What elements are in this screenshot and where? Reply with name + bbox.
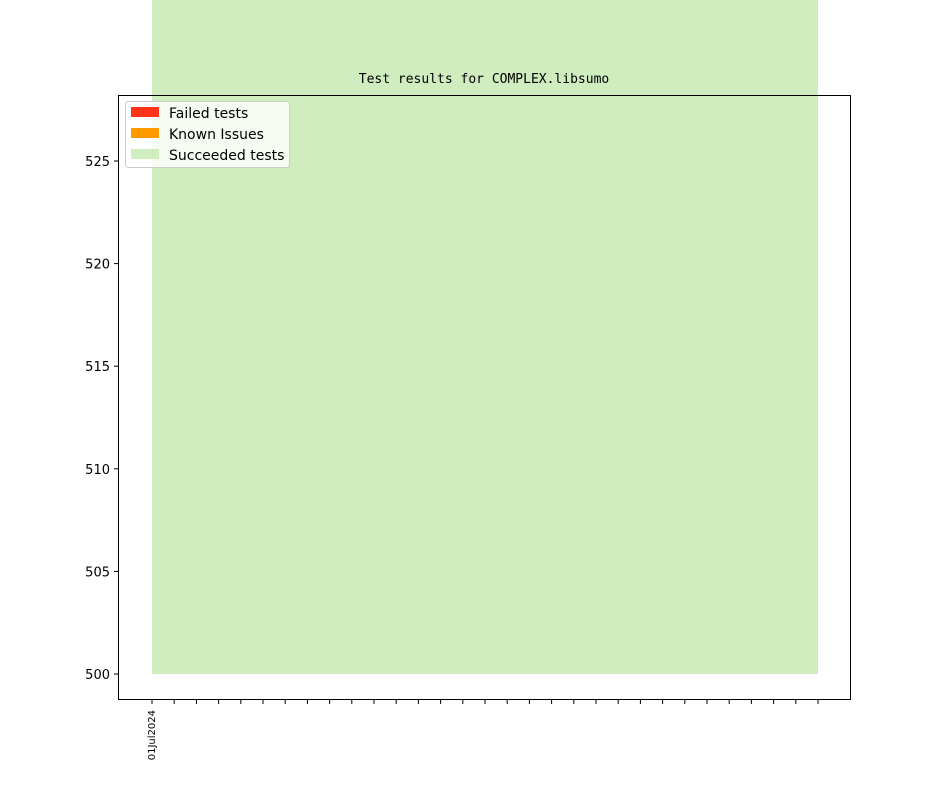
legend-box xyxy=(125,101,290,168)
legend-swatch-failed xyxy=(131,107,159,117)
legend-label-known: Known Issues xyxy=(169,127,264,143)
legend-swatch-known xyxy=(131,128,159,138)
y-tick-label: 505 xyxy=(85,565,110,580)
area-succeeded xyxy=(152,0,818,674)
x-axis: 01Jul2024 xyxy=(147,699,819,760)
y-tick-label: 525 xyxy=(85,155,110,170)
legend-label-failed: Failed tests xyxy=(169,106,248,122)
legend: Failed tests Known Issues Succeeded test… xyxy=(125,101,290,168)
y-tick-label: 515 xyxy=(85,360,110,375)
y-tick-label: 510 xyxy=(85,463,110,478)
legend-label-succeeded: Succeeded tests xyxy=(169,148,284,164)
chart-title: Test results for COMPLEX.libsumo xyxy=(358,72,610,87)
y-tick-label: 500 xyxy=(85,668,110,683)
x-tick-label: 01Jul2024 xyxy=(147,710,158,760)
y-tick-label: 520 xyxy=(85,258,110,273)
legend-swatch-succeeded xyxy=(131,149,159,159)
plot-areas xyxy=(152,0,818,674)
y-axis: 500 505 510 515 520 525 xyxy=(85,155,119,683)
